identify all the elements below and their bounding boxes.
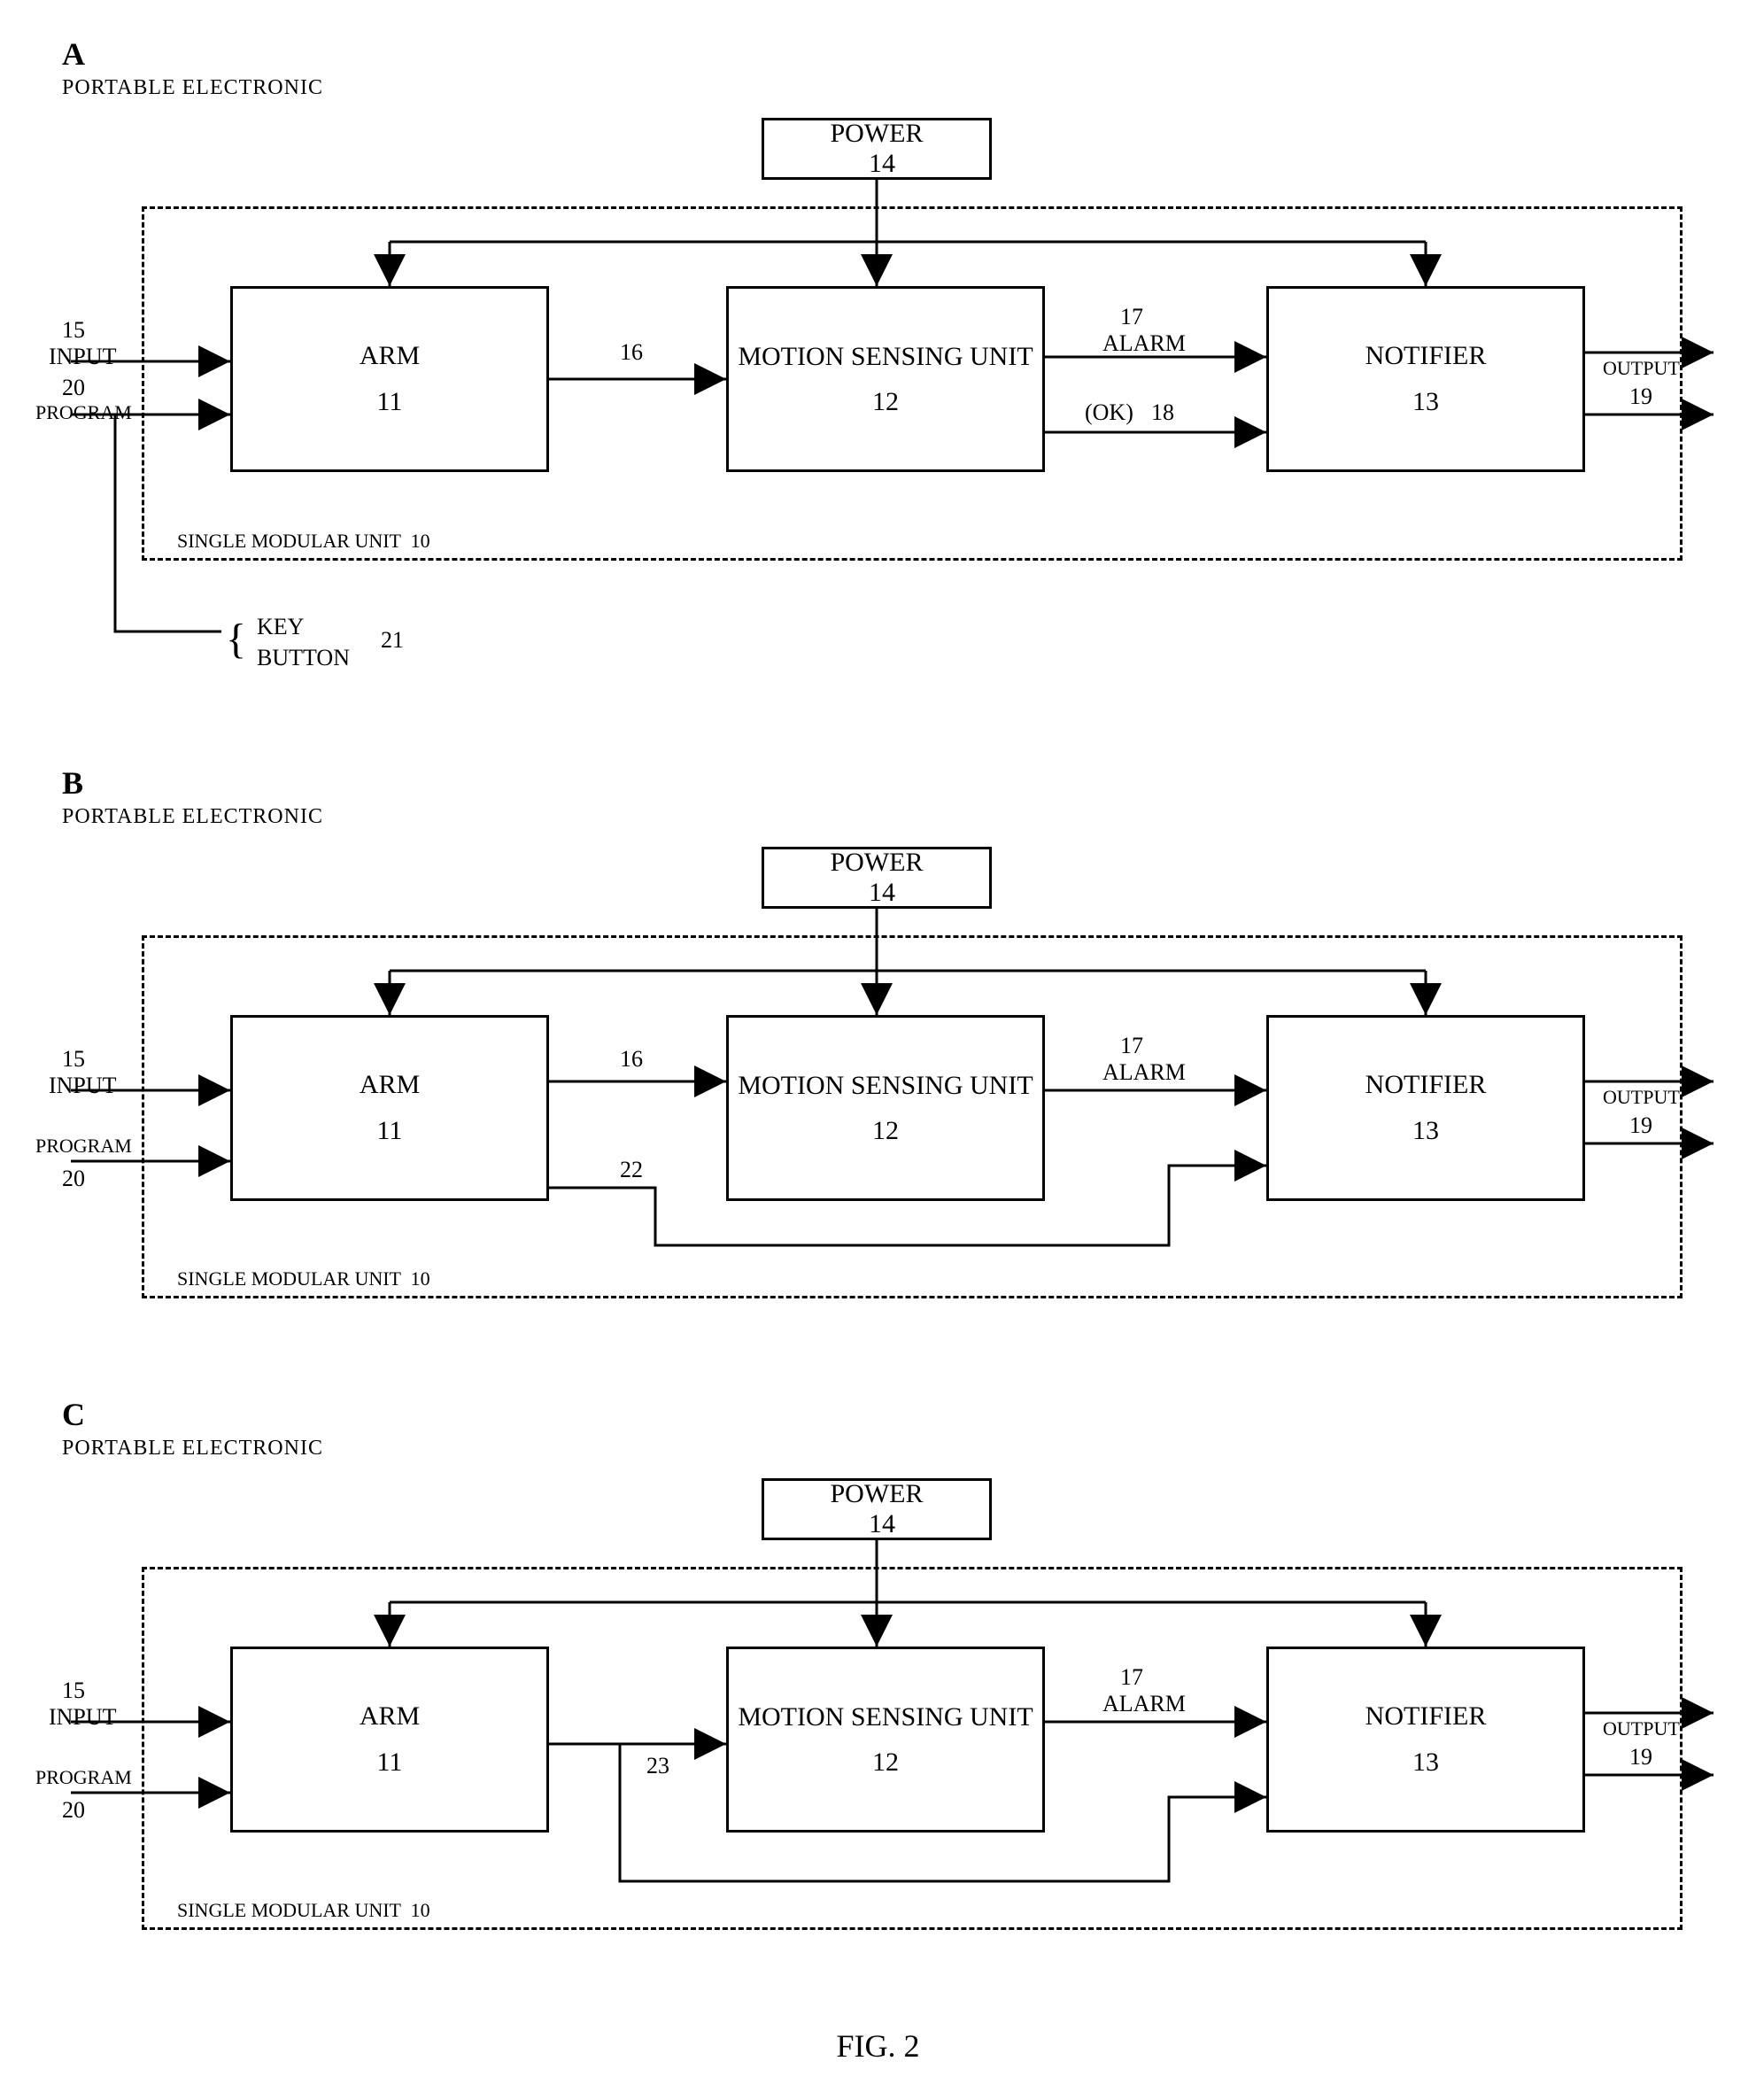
alarm-num-B: 17 <box>1120 1033 1143 1059</box>
notifier-box-A: NOTIFIER 13 <box>1266 286 1585 472</box>
output-lbl-A: OUTPUT <box>1603 357 1680 380</box>
output-num-B: 19 <box>1629 1112 1652 1139</box>
notifier-box-C: NOTIFIER 13 <box>1266 1647 1585 1833</box>
arrow22-B: 22 <box>620 1157 643 1183</box>
notifier-label: NOTIFIER <box>1365 341 1487 371</box>
power-box-A: POWER 14 <box>762 118 992 180</box>
notifier-label-C: NOTIFIER <box>1365 1701 1487 1732</box>
panel-A-letter: A <box>62 35 1721 73</box>
prog-lbl-C: PROGRAM <box>35 1766 132 1789</box>
power-box-B: POWER 14 <box>762 847 992 909</box>
modular-num-A: 10 <box>411 530 430 552</box>
input-num-A: 15 <box>62 317 85 344</box>
msu-num-C: 12 <box>872 1747 899 1778</box>
msu-box-A: MOTION SENSING UNIT 12 <box>726 286 1045 472</box>
alarm-lbl-A: ALARM <box>1102 330 1186 357</box>
input-num-B: 15 <box>62 1046 85 1073</box>
prog-num-C: 20 <box>62 1797 85 1824</box>
arm-label: ARM <box>360 341 420 371</box>
output-num-A: 19 <box>1629 384 1652 410</box>
notifier-box-B: NOTIFIER 13 <box>1266 1015 1585 1201</box>
prog-lbl-B: PROGRAM <box>35 1135 132 1158</box>
modular-lbl-A: SINGLE MODULAR UNIT 10 <box>177 530 430 553</box>
panel-C-subtitle: PORTABLE ELECTRONIC <box>62 1437 1721 1461</box>
panel-A-subtitle: PORTABLE ELECTRONIC <box>62 76 1721 100</box>
modular-lbl-B: SINGLE MODULAR UNIT 10 <box>177 1267 430 1290</box>
modular-lbl-C: SINGLE MODULAR UNIT 10 <box>177 1899 430 1922</box>
arm-num: 11 <box>377 387 403 417</box>
msu-num: 12 <box>872 387 899 417</box>
arm-box-C: ARM 11 <box>230 1647 549 1833</box>
panel-B-letter: B <box>62 764 1721 802</box>
modular-text-A: SINGLE MODULAR UNIT <box>177 530 401 552</box>
ok-lbl-A: (OK) <box>1085 399 1133 426</box>
output-num-C: 19 <box>1629 1744 1652 1771</box>
ok-num-A: 18 <box>1151 399 1174 426</box>
power-label-C: POWER <box>831 1479 924 1509</box>
panel-C: C PORTABLE ELECTRONIC POWER 14 ARM 11 MO… <box>35 1396 1721 1974</box>
power-label: POWER <box>831 119 924 149</box>
key-lbl-A: KEY <box>257 614 304 640</box>
input-lbl-B: INPUT <box>49 1073 117 1099</box>
panel-C-letter: C <box>62 1396 1721 1433</box>
alarm-num-A: 17 <box>1120 304 1143 330</box>
arrow23-C: 23 <box>646 1753 669 1779</box>
arm-num-B: 11 <box>377 1116 403 1146</box>
panel-C-area: POWER 14 ARM 11 MOTION SENSING UNIT 12 N… <box>35 1478 1721 1974</box>
msu-num-B: 12 <box>872 1116 899 1146</box>
alarm-num-C: 17 <box>1120 1664 1143 1691</box>
notifier-label-B: NOTIFIER <box>1365 1070 1487 1100</box>
panel-B-subtitle: PORTABLE ELECTRONIC <box>62 805 1721 829</box>
arm-label-B: ARM <box>360 1070 420 1100</box>
output-lbl-B: OUTPUT <box>1603 1086 1680 1109</box>
arm-box-B: ARM 11 <box>230 1015 549 1201</box>
panel-B: B PORTABLE ELECTRONIC POWER 14 ARM 11 MO… <box>35 764 1721 1343</box>
power-num: 14 <box>869 149 895 179</box>
modular-text-B: SINGLE MODULAR UNIT <box>177 1267 401 1290</box>
input-lbl-C: INPUT <box>49 1704 117 1731</box>
msu-label-C: MOTION SENSING UNIT <box>738 1702 1033 1732</box>
modular-num-C: 10 <box>411 1899 430 1921</box>
power-num-B: 14 <box>869 878 895 908</box>
panel-B-area: POWER 14 ARM 11 MOTION SENSING UNIT 12 N… <box>35 847 1721 1343</box>
modular-text-C: SINGLE MODULAR UNIT <box>177 1899 401 1921</box>
prog-lbl-A: PROGRAM <box>35 401 132 424</box>
arrow16-B: 16 <box>620 1046 643 1073</box>
power-label-B: POWER <box>831 848 924 878</box>
figure-2: A PORTABLE ELECTRONIC POWER 14 ARM 11 MO… <box>35 35 1721 2065</box>
alarm-lbl-C: ALARM <box>1102 1691 1186 1717</box>
panel-A-area: POWER 14 ARM 11 MOTION SENSING UNIT 12 N… <box>35 118 1721 711</box>
power-box-C: POWER 14 <box>762 1478 992 1540</box>
brace-A: { <box>226 618 246 661</box>
msu-label-B: MOTION SENSING UNIT <box>738 1071 1033 1100</box>
input-num-C: 15 <box>62 1678 85 1704</box>
input-lbl-A: INPUT <box>49 344 117 370</box>
arm-box-A: ARM 11 <box>230 286 549 472</box>
output-lbl-C: OUTPUT <box>1603 1717 1680 1740</box>
msu-box-C: MOTION SENSING UNIT 12 <box>726 1647 1045 1833</box>
msu-label: MOTION SENSING UNIT <box>738 342 1033 371</box>
notifier-num: 13 <box>1412 387 1439 417</box>
arm-num-C: 11 <box>377 1747 403 1778</box>
modular-num-B: 10 <box>411 1267 430 1290</box>
key-num-A: 21 <box>381 627 404 654</box>
prog-num-B: 20 <box>62 1166 85 1192</box>
prog-num-A: 20 <box>62 375 85 401</box>
notifier-num-B: 13 <box>1412 1116 1439 1146</box>
arrow16-A: 16 <box>620 339 643 366</box>
figure-caption: FIG. 2 <box>35 2027 1721 2065</box>
panel-A: A PORTABLE ELECTRONIC POWER 14 ARM 11 MO… <box>35 35 1721 711</box>
button-lbl-A: BUTTON <box>257 645 350 671</box>
notifier-num-C: 13 <box>1412 1747 1439 1778</box>
power-num-C: 14 <box>869 1509 895 1539</box>
arm-label-C: ARM <box>360 1701 420 1732</box>
alarm-lbl-B: ALARM <box>1102 1059 1186 1086</box>
msu-box-B: MOTION SENSING UNIT 12 <box>726 1015 1045 1201</box>
